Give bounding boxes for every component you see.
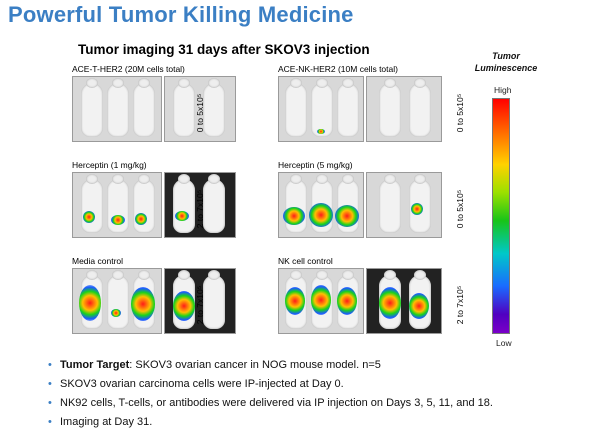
mouse — [173, 174, 195, 233]
mouse — [203, 174, 225, 233]
tumor-signal — [79, 285, 101, 321]
mouse — [133, 174, 155, 233]
mouse — [81, 174, 103, 233]
bullet-item: NK92 cells, T-cells, or antibodies were … — [48, 394, 493, 413]
panel-label: Herceptin (1 mg/kg) — [72, 160, 147, 170]
legend-high-label: High — [494, 85, 512, 95]
mouse-image — [366, 76, 442, 142]
tumor-signal — [309, 203, 333, 227]
bullet-item: Imaging at Day 31. — [48, 413, 493, 432]
mouse — [173, 78, 195, 137]
mouse — [337, 78, 359, 137]
scale-label: 0 to 5x10⁵ — [455, 189, 465, 229]
tumor-signal — [311, 285, 331, 315]
mouse — [379, 174, 401, 233]
mouse-image — [278, 76, 364, 142]
slide-title: Powerful Tumor Killing Medicine — [8, 2, 354, 27]
tumor-signal — [131, 287, 155, 321]
mouse-image — [164, 172, 236, 238]
bullet-text: : SKOV3 ovarian cancer in NOG mouse mode… — [129, 359, 381, 371]
tumor-signal — [411, 203, 423, 215]
scale-label: 2 to 7x10⁵ — [195, 189, 205, 229]
mouse — [285, 174, 307, 233]
scale-label: 2 to 7x10⁵ — [195, 285, 205, 325]
luminescence-colorbar — [492, 98, 510, 334]
mouse — [311, 78, 333, 137]
mouse — [133, 78, 155, 137]
bullet-item: SKOV3 ovarian carcinoma cells were IP-in… — [48, 375, 493, 394]
bullet-item: Tumor Target: SKOV3 ovarian cancer in NO… — [48, 356, 493, 375]
tumor-signal — [175, 211, 189, 221]
mouse — [409, 78, 431, 137]
scale-label: 0 to 5x10⁵ — [455, 93, 465, 133]
mouse — [107, 78, 129, 137]
panel-label: Herceptin (5 mg/kg) — [278, 160, 353, 170]
mouse-image — [278, 172, 364, 238]
panel-label: ACE-T-HER2 (20M cells total) — [72, 64, 185, 74]
tumor-signal — [337, 287, 357, 315]
scale-label: 0 to 5x10⁵ — [195, 93, 205, 133]
mouse-image — [164, 76, 236, 142]
slide-subtitle: Tumor imaging 31 days after SKOV3 inject… — [78, 42, 370, 57]
tumor-signal — [135, 213, 147, 225]
mouse-image — [72, 268, 162, 334]
panel-label: ACE-NK-HER2 (10M cells total) — [278, 64, 398, 74]
tumor-signal — [173, 291, 195, 321]
scale-label: 2 to 7x10⁵ — [455, 285, 465, 325]
mouse-image — [164, 268, 236, 334]
mouse — [285, 78, 307, 137]
mouse — [81, 78, 103, 137]
panel-label: Media control — [72, 256, 124, 266]
tumor-signal — [317, 129, 325, 134]
tumor-signal — [379, 287, 401, 319]
tumor-signal — [83, 211, 95, 223]
mouse — [379, 78, 401, 137]
mouse — [203, 270, 225, 329]
tumor-signal — [111, 309, 121, 317]
mouse — [203, 78, 225, 137]
mouse-image — [72, 76, 162, 142]
bullet-text: NK92 cells, T-cells, or antibodies were … — [60, 397, 493, 409]
bullet-bold: Tumor Target — [60, 359, 130, 371]
tumor-signal — [283, 207, 305, 225]
mouse-image — [278, 268, 364, 334]
tumor-signal — [111, 215, 125, 225]
mouse-image — [72, 172, 162, 238]
panel-label: NK cell control — [278, 256, 333, 266]
legend-low-label: Low — [496, 338, 512, 348]
tumor-signal — [409, 293, 429, 319]
legend-title: Tumor Luminescence — [474, 51, 538, 73]
mouse-image — [366, 268, 442, 334]
bullet-text: Imaging at Day 31. — [60, 416, 153, 428]
tumor-signal — [335, 205, 359, 227]
mouse-image — [366, 172, 442, 238]
bullet-text: SKOV3 ovarian carcinoma cells were IP-in… — [60, 378, 344, 390]
tumor-signal — [285, 287, 305, 315]
bullet-list: Tumor Target: SKOV3 ovarian cancer in NO… — [48, 356, 493, 432]
mouse — [107, 270, 129, 329]
